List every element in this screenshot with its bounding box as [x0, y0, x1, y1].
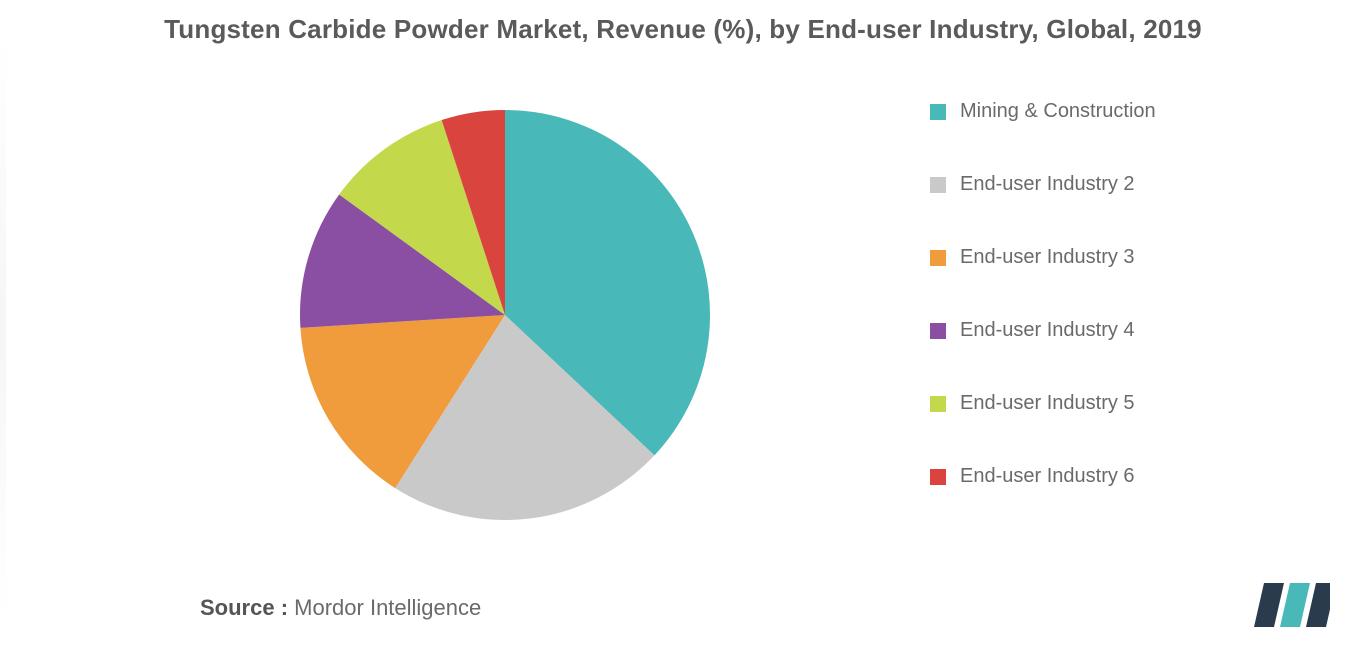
legend-label: End-user Industry 6 — [960, 465, 1135, 488]
source-line: Source : Mordor Intelligence — [200, 595, 481, 621]
legend: Mining & Construction End-user Industry 2… — [930, 100, 1290, 488]
chart-area: Mining & Construction End-user Industry 2… — [0, 80, 1366, 550]
legend-swatch — [930, 396, 946, 412]
chart-title: Tungsten Carbide Powder Market, Revenue … — [0, 14, 1366, 45]
legend-item: Mining & Construction — [930, 100, 1290, 123]
legend-swatch — [930, 250, 946, 266]
legend-label: End-user Industry 2 — [960, 173, 1135, 196]
legend-item: End-user Industry 4 — [930, 319, 1290, 342]
legend-swatch — [930, 177, 946, 193]
legend-label: End-user Industry 4 — [960, 319, 1135, 342]
legend-item: End-user Industry 2 — [930, 173, 1290, 196]
legend-label: Mining & Construction — [960, 100, 1156, 123]
legend-item: End-user Industry 6 — [930, 465, 1290, 488]
legend-label: End-user Industry 5 — [960, 392, 1135, 415]
legend-swatch — [930, 323, 946, 339]
legend-swatch — [930, 469, 946, 485]
pie-chart — [300, 110, 710, 520]
source-value: Mordor Intelligence — [294, 595, 481, 620]
logo-bar — [1254, 583, 1284, 627]
logo-bar — [1306, 583, 1330, 627]
brand-logo — [1252, 581, 1330, 629]
legend-swatch — [930, 104, 946, 120]
legend-item: End-user Industry 5 — [930, 392, 1290, 415]
legend-label: End-user Industry 3 — [960, 246, 1135, 269]
logo-bar — [1280, 583, 1310, 627]
source-label: Source : — [200, 595, 288, 620]
legend-item: End-user Industry 3 — [930, 246, 1290, 269]
